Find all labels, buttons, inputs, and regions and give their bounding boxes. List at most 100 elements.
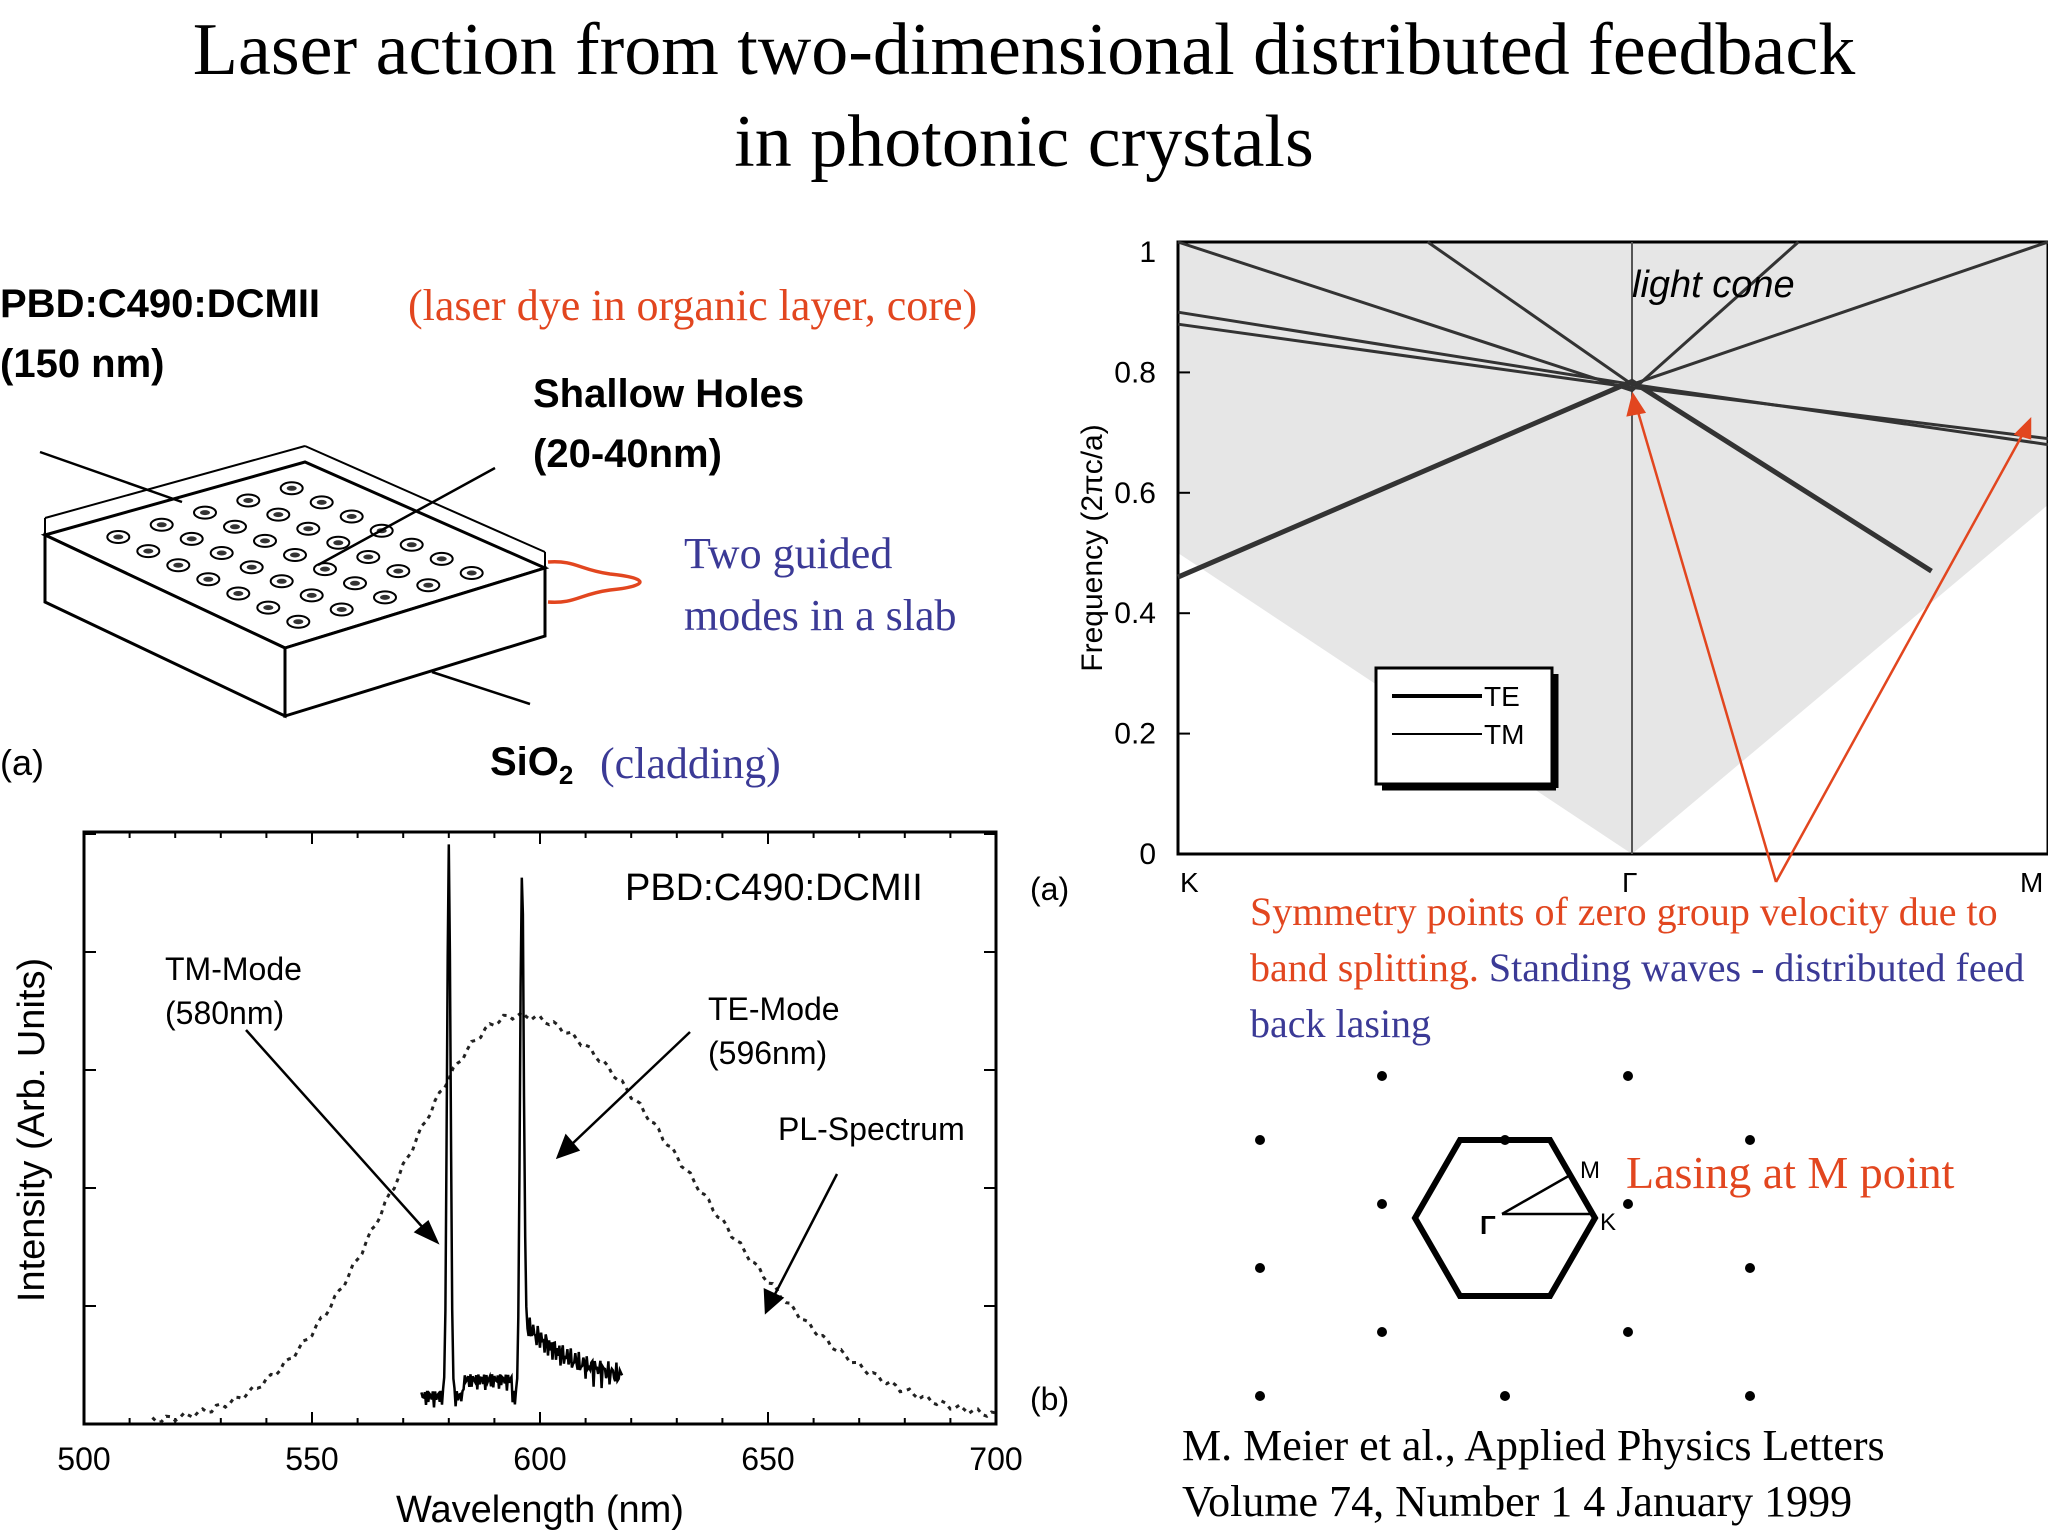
hole-center [290,552,300,558]
band-ylabel: Frequency (2πc/a) [1076,424,1109,671]
hole-center [363,554,374,560]
lasing-label: Lasing at M point [1626,1147,1955,1198]
hole-center [333,540,344,546]
legend-tm-label: TM [1484,719,1524,750]
hole-center [156,522,167,528]
arrowhead-gamma [1626,391,1647,417]
slide-title-line1: Laser action from two-dimensional distri… [192,9,1856,91]
band-ytick-04: 0.4 [1114,597,1156,630]
hole-center [346,514,357,519]
hole-center [186,536,197,542]
sym-point-k: K [1180,867,1199,898]
lattice-figure: M K Γ [1255,1071,1755,1401]
te-arrow-line [571,1031,691,1145]
substrate-text: SiO [490,740,559,784]
spectrum-xtick-labels: 500 550 600 650 700 [57,1441,1022,1477]
hole-center [423,582,434,588]
slab-side-face [283,565,547,719]
spectrum-arrows [245,1029,839,1315]
light-cone-label: light cone [1632,264,1795,306]
tm-arrowhead [413,1219,440,1245]
arrow-to-m [1774,429,2027,883]
tm-mode-wavelength: (580nm) [165,995,284,1031]
band-ytick-02: 0.2 [1114,718,1156,751]
te-arrowhead [555,1133,581,1160]
slide-title-line2: in photonic crystals [734,101,1314,183]
lattice-dot [1377,1327,1387,1337]
arrow-to-gamma [1634,404,1778,883]
thickness-label: (150 nm) [0,342,165,386]
band-3 [1177,322,2048,441]
material-label: PBD:C490:DCMII [0,282,321,326]
mode-profile-curve [547,560,642,604]
hole-center [350,580,360,586]
band-plot-frame [1176,240,2048,856]
band-lines [1177,240,2048,580]
modes-label-line2: modes in a slab [684,591,957,640]
lattice-dot [1500,1391,1510,1401]
lattice-dot [1255,1135,1265,1145]
band-legend-box [1374,666,1554,786]
sym-point-gamma: Γ [1622,867,1637,898]
lattice-dot [1745,1263,1755,1273]
sym-point-m: M [2020,867,2043,898]
legend-te-label: TE [1484,681,1520,712]
lattice-dot [1623,1199,1633,1209]
substrate-leader-line [431,670,531,706]
spectrum-xlabel: Wavelength (nm) [396,1489,684,1531]
hole-center [316,499,327,505]
pl-arrow-line [771,1173,839,1299]
spectrum-xtick-600: 600 [513,1441,566,1477]
explanation-blue-text: Standing waves - distributed feed back l… [1250,945,2025,1046]
spectrum-xtick-650: 650 [741,1441,794,1477]
arrowhead-m [2013,416,2032,440]
spectrum-panel-b: (b) [1030,1381,1069,1417]
spectrum-ylabel: Intensity (Arb. Units) [11,958,53,1302]
lattice-dot [1745,1135,1755,1145]
spectrum-xtick-700: 700 [969,1441,1022,1477]
lasing-series [420,844,624,1408]
hole-center [466,570,477,576]
pl-arrowhead [763,1287,785,1315]
spectrum-panel-a: (a) [1030,871,1069,907]
hole-center [306,592,317,598]
band-ytick-08: 0.8 [1114,356,1156,389]
lattice-dots [1255,1071,1755,1401]
brillouin-zone-hexagon [1411,1137,1599,1299]
bz-label-k: K [1600,1209,1616,1236]
tm-arrow-line [245,1029,426,1231]
lattice-dot [1377,1071,1387,1081]
lattice-dot [1377,1199,1387,1209]
te-mode-wavelength: (596nm) [708,1035,827,1071]
hole-center [393,568,404,574]
holes-depth-label: (20-40nm) [533,432,722,476]
bz-label-m: M [1580,1157,1600,1184]
gamma-m-line [1501,1172,1573,1216]
hole-center [243,498,254,503]
modes-label-line1: Two guided [684,529,893,578]
spectrum-title: PBD:C490:DCMII [625,867,923,909]
pl-spectrum-label: PL-Spectrum [778,1111,965,1147]
hole-center [230,524,240,530]
symmetry-explanation: Symmetry points of zero group velocity d… [1250,884,2048,1052]
hole-center [216,550,227,556]
substrate-note: (cladding) [600,739,781,788]
hole-center [406,542,417,548]
hole-center [263,605,274,611]
hole-center [436,556,447,562]
core-layer-edge [44,445,306,519]
spectrum-ticks [83,832,997,1424]
hole-center [200,510,210,516]
lattice-dot [1255,1263,1265,1273]
substrate-label: SiO2 [490,740,573,791]
pl-spectrum-series [151,1010,997,1424]
band-4 [1177,240,1800,393]
hole-center [203,576,214,582]
lattice-dot [1623,1327,1633,1337]
slab-panel-label: (a) [0,742,44,783]
citation-line2: Volume 74, Number 1 4 January 1999 [1182,1477,1853,1526]
hole-center [286,485,297,491]
hole-center [273,512,284,518]
material-note: (laser dye in organic layer, core) [408,281,978,330]
hole-array [106,481,484,629]
